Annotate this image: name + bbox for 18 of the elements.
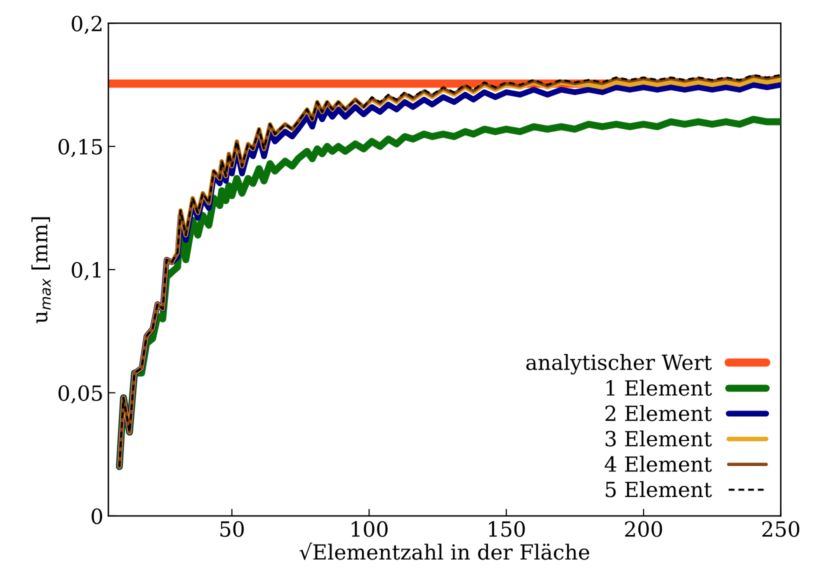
- legend-label: analytischer Wert: [526, 354, 712, 374]
- y-tick-label: 0,1: [72, 262, 101, 280]
- y-tick-label: 0,2: [72, 16, 102, 34]
- x-tick-label: 100: [352, 521, 388, 537]
- x-tick-label: 50: [220, 521, 244, 537]
- x-tick-label: 200: [625, 521, 662, 537]
- y-tick-label: 0: [92, 508, 102, 524]
- y-axis-title: u$_{max}$ [mm]: [31, 217, 51, 324]
- y-tick-label: 0,15: [58, 138, 102, 158]
- legend-label: 2 Element: [605, 405, 712, 422]
- x-axis-title: √Elementzahl in der Fläche: [300, 542, 590, 560]
- legend-label: 1 Element: [606, 380, 712, 396]
- x-tick-label: 150: [488, 521, 525, 537]
- y-tick-label: 0,05: [58, 385, 102, 404]
- x-tick-label: 250: [762, 521, 800, 537]
- legend-label: 4 Element: [604, 456, 712, 472]
- legend-label: 5 Element: [606, 481, 712, 498]
- legend-label: 3 Element: [606, 430, 712, 447]
